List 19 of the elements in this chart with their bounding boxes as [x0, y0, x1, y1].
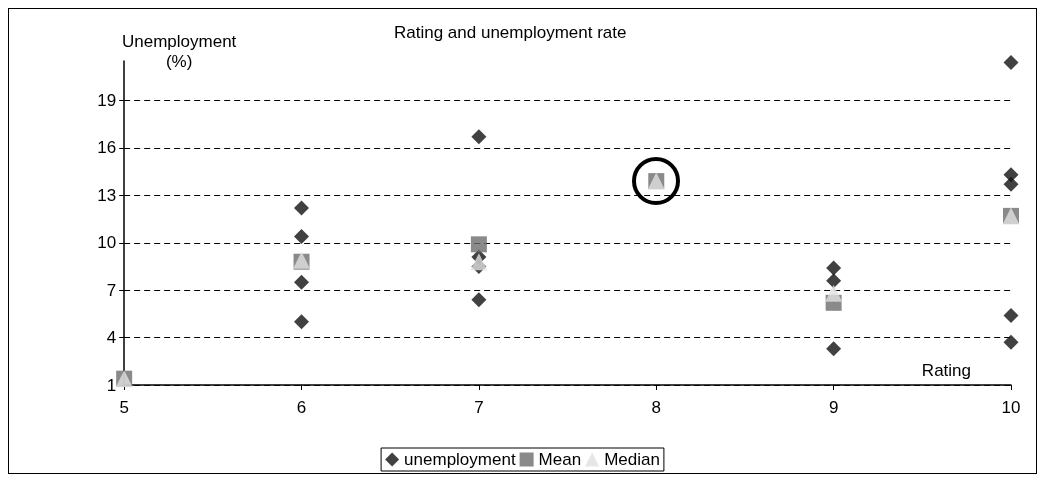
x-axis-title: Rating: [921, 361, 971, 380]
legend-label: Mean: [538, 450, 582, 469]
x-tick-label: 8: [651, 398, 661, 417]
x-tick-label: 9: [828, 398, 839, 417]
chart-title: Rating and unemployment rate: [394, 23, 627, 42]
y-tick-label: 13: [97, 185, 117, 205]
legend-label: Median: [604, 450, 660, 469]
y-tick-label: 7: [106, 280, 117, 300]
x-tick-label: 5: [119, 398, 129, 417]
legend-label: unemployment: [404, 450, 516, 469]
x-tick-label: 10: [1001, 398, 1021, 417]
y-tick-label: 1: [106, 375, 117, 395]
y-tick-label: 19: [97, 91, 117, 111]
y-axis-title: Unemployment (%): [122, 31, 237, 71]
y-tick-label: 16: [97, 138, 117, 158]
x-tick-label: 6: [296, 398, 307, 417]
x-tick-label: 7: [474, 398, 484, 417]
y-tick-label: 10: [97, 233, 117, 253]
y-tick-label: 4: [106, 328, 117, 348]
